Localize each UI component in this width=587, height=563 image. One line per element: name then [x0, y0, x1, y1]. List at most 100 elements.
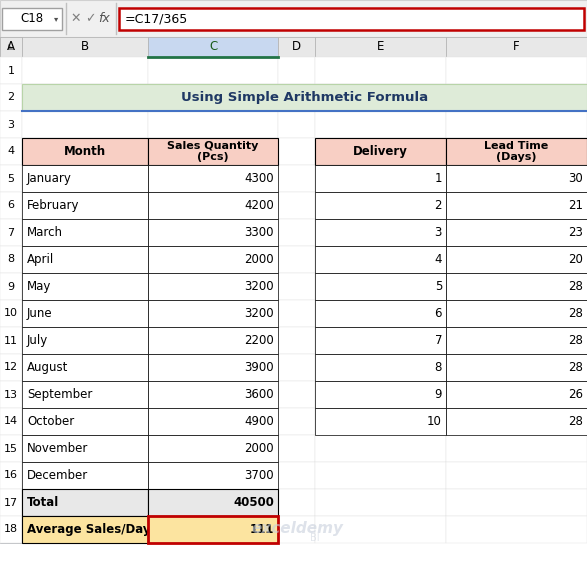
Text: 3900: 3900 — [244, 361, 274, 374]
Bar — [0, 219, 22, 246]
Bar — [148, 381, 278, 408]
Text: C: C — [209, 41, 217, 53]
Bar — [446, 165, 587, 192]
Text: 7: 7 — [8, 227, 15, 238]
Bar — [22, 246, 148, 273]
Text: 17: 17 — [4, 498, 18, 507]
Bar — [315, 516, 446, 543]
Text: 4200: 4200 — [244, 199, 274, 212]
Bar — [315, 219, 446, 246]
Bar — [148, 57, 278, 84]
Bar — [315, 300, 446, 327]
Bar — [148, 111, 278, 138]
Bar — [22, 138, 148, 165]
Text: 3600: 3600 — [244, 388, 274, 401]
Text: September: September — [27, 388, 92, 401]
Bar — [0, 300, 22, 327]
Bar — [0, 0, 587, 37]
Text: Lead Time
(Days): Lead Time (Days) — [484, 141, 549, 162]
Bar — [315, 381, 446, 408]
Bar — [0, 37, 22, 57]
Text: 8: 8 — [434, 361, 442, 374]
Bar — [148, 219, 278, 246]
Bar — [315, 273, 446, 300]
Bar — [0, 165, 22, 192]
Bar — [0, 165, 22, 192]
Bar — [315, 327, 446, 354]
Bar — [0, 462, 22, 489]
Bar — [148, 273, 278, 300]
Bar — [315, 327, 446, 354]
Bar — [315, 300, 446, 327]
Bar — [0, 246, 22, 273]
Bar — [446, 219, 587, 246]
Text: April: April — [27, 253, 54, 266]
Bar — [22, 219, 148, 246]
Bar — [22, 408, 148, 435]
Bar — [0, 37, 22, 57]
Bar — [148, 165, 278, 192]
Bar — [315, 273, 446, 300]
Bar — [446, 57, 587, 84]
Bar — [446, 192, 587, 219]
Bar — [278, 111, 315, 138]
Bar — [0, 435, 22, 462]
Bar — [278, 165, 315, 192]
Text: 3200: 3200 — [244, 280, 274, 293]
Bar — [315, 408, 446, 435]
Bar — [315, 138, 446, 165]
Bar — [446, 408, 587, 435]
Text: 28: 28 — [568, 307, 583, 320]
Bar — [315, 84, 446, 111]
Bar — [0, 462, 22, 489]
Bar — [148, 516, 278, 543]
Text: 3300: 3300 — [245, 226, 274, 239]
Bar — [315, 246, 446, 273]
Bar — [22, 516, 148, 543]
Bar — [446, 111, 587, 138]
Bar — [315, 57, 446, 84]
Bar — [446, 37, 587, 57]
Text: 7: 7 — [434, 334, 442, 347]
Bar — [446, 462, 587, 489]
Text: 16: 16 — [4, 471, 18, 480]
Bar — [0, 408, 22, 435]
Bar — [446, 165, 587, 192]
Bar — [0, 327, 22, 354]
Text: C18: C18 — [21, 12, 43, 25]
Text: 26: 26 — [568, 388, 583, 401]
Text: 11: 11 — [4, 336, 18, 346]
Bar — [0, 354, 22, 381]
Bar — [446, 300, 587, 327]
Text: ▾: ▾ — [54, 14, 58, 23]
Bar — [315, 246, 446, 273]
Bar — [119, 7, 584, 29]
Bar — [148, 300, 278, 327]
Bar — [22, 84, 148, 111]
Text: Average Sales/Day: Average Sales/Day — [27, 523, 150, 536]
Bar — [148, 516, 278, 543]
Bar — [0, 246, 22, 273]
Bar — [0, 516, 22, 543]
Bar — [22, 408, 148, 435]
Text: 9: 9 — [8, 282, 15, 292]
Bar — [278, 219, 315, 246]
Bar — [148, 219, 278, 246]
Bar — [148, 381, 278, 408]
Bar — [0, 489, 22, 516]
Bar — [148, 408, 278, 435]
Bar — [278, 516, 315, 543]
Bar — [278, 138, 315, 165]
Bar — [315, 408, 446, 435]
Text: 14: 14 — [4, 417, 18, 427]
Bar — [22, 354, 148, 381]
Text: 2000: 2000 — [244, 253, 274, 266]
Bar — [315, 192, 446, 219]
Text: 15: 15 — [4, 444, 18, 454]
Bar — [148, 408, 278, 435]
Bar — [22, 192, 148, 219]
Text: B: B — [81, 41, 89, 53]
Text: Total: Total — [27, 496, 59, 509]
Text: 4900: 4900 — [244, 415, 274, 428]
Bar — [315, 165, 446, 192]
